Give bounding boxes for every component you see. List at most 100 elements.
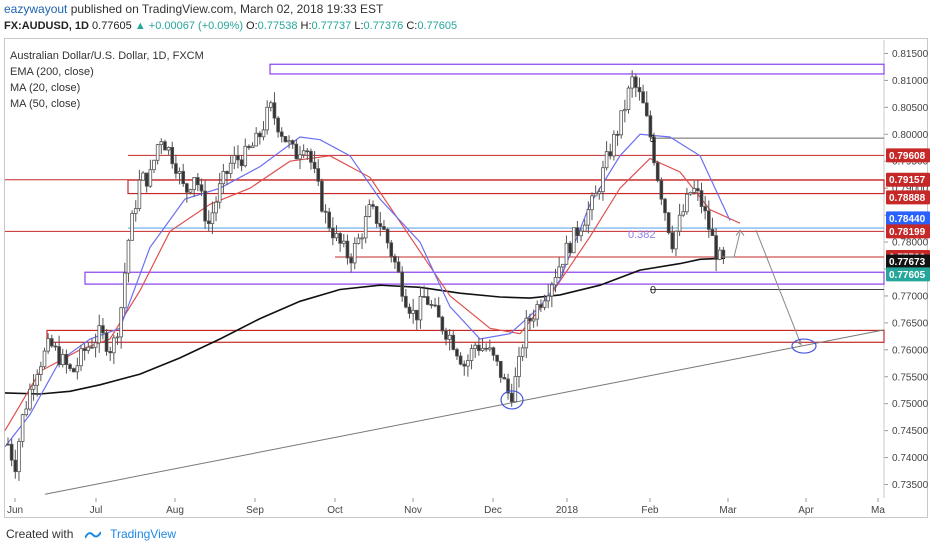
candle-body	[53, 345, 58, 348]
candle-body	[462, 363, 467, 367]
support-box-purple	[84, 271, 885, 285]
candle-body	[546, 295, 550, 302]
candle-body	[341, 240, 346, 244]
candle-body	[75, 365, 80, 373]
y-tick-label: 0.80000	[892, 130, 929, 141]
chart-legend: Australian Dollar/U.S. Dollar, 1D, FXCM …	[10, 48, 204, 112]
candle-body	[112, 337, 116, 354]
candle-body	[338, 233, 342, 244]
candle-body	[378, 223, 383, 227]
candle-body	[436, 305, 441, 318]
candle-body	[447, 334, 452, 340]
y-tick-label: 0.74000	[892, 453, 929, 464]
candle-body	[24, 408, 29, 416]
candle-body	[612, 133, 616, 157]
candle-body	[400, 271, 404, 297]
candle-body	[345, 240, 350, 259]
candle-body	[137, 179, 142, 209]
candle-body	[641, 91, 645, 104]
candle-body	[236, 155, 240, 161]
candle-body	[13, 459, 18, 473]
candle-body	[217, 183, 222, 203]
candle-body	[214, 201, 218, 214]
price-label: 0.77673	[889, 257, 926, 268]
candle-body	[714, 235, 718, 260]
candle-body	[272, 102, 277, 119]
candle-body	[550, 284, 554, 297]
candle-body	[677, 214, 682, 232]
candle-body	[648, 115, 653, 138]
candle-body	[6, 443, 10, 446]
candle-body	[101, 325, 105, 334]
candle-body	[17, 441, 21, 473]
x-tick-label: Dec	[484, 505, 502, 516]
price-label-bg	[886, 254, 930, 269]
candle-body	[144, 172, 149, 187]
candle-body	[195, 177, 200, 186]
arrow-head-up	[735, 229, 745, 236]
candle-body	[717, 249, 722, 260]
x-tick-label: Ma	[871, 505, 885, 516]
candle-body	[517, 356, 521, 377]
open-label: O:	[246, 20, 258, 32]
high-value: 0.77737	[311, 20, 352, 32]
candle-body	[535, 304, 540, 320]
candle-body	[509, 392, 514, 403]
candle-body	[502, 377, 507, 380]
y-tick-label: 0.73500	[892, 480, 929, 491]
candle-body	[39, 366, 43, 375]
candle-body	[192, 177, 196, 190]
candle-body	[228, 162, 233, 174]
legend-title: Australian Dollar/U.S. Dollar, 1D, FXCM	[10, 50, 204, 62]
y-tick-label: 0.76500	[892, 318, 929, 329]
candle-body	[487, 347, 492, 350]
price-label: 0.79157	[889, 175, 926, 186]
candle-body	[279, 131, 284, 137]
candle-body	[608, 151, 613, 157]
footer-brand[interactable]: TradingView	[110, 527, 177, 541]
candle-body	[670, 232, 675, 250]
candle-body	[309, 150, 313, 163]
candle-body	[108, 351, 113, 354]
legend-ma20[interactable]: MA (20, close)	[10, 82, 81, 94]
open-value: 0.77538	[257, 20, 298, 32]
candle-body	[531, 318, 536, 322]
candle-body	[323, 210, 328, 213]
candle-body	[206, 220, 211, 224]
candle-body	[243, 145, 248, 167]
candle-body	[699, 190, 704, 207]
author-link[interactable]: eazywayout	[4, 2, 68, 16]
candle-body	[181, 171, 186, 185]
candle-body	[35, 374, 39, 386]
y-tick-label: 0.78000	[892, 238, 929, 249]
candle-body	[491, 347, 496, 356]
low-label: L:	[354, 20, 364, 32]
candle-body	[557, 266, 561, 278]
candle-body	[721, 249, 726, 257]
circle-marker-target	[791, 338, 817, 354]
candle-body	[331, 227, 335, 239]
candle-body	[115, 336, 120, 339]
publish-header: eazywayout published on TradingView.com,…	[4, 2, 383, 16]
candle-body	[451, 334, 456, 350]
y-tick-label: 0.77000	[892, 291, 929, 302]
candle-body	[425, 296, 430, 305]
legend-ema200[interactable]: EMA (200, close)	[10, 66, 94, 78]
candle-body	[414, 309, 419, 321]
candle-body	[696, 188, 700, 192]
candle-body	[579, 230, 583, 237]
candle-body	[513, 376, 518, 403]
y-tick-label: 0.79000	[892, 184, 929, 195]
candle-body	[429, 304, 434, 306]
price-label: 0.78440	[889, 214, 926, 225]
price-label-bg	[886, 211, 930, 226]
x-tick-label: Feb	[641, 505, 659, 516]
candle-body	[542, 300, 547, 308]
candle-body	[674, 230, 678, 250]
candle-body	[363, 216, 368, 239]
candle-body	[199, 184, 204, 192]
fib-label: 0.382	[628, 229, 656, 241]
legend-ma50[interactable]: MA (50, close)	[10, 98, 81, 110]
high-label: H:	[300, 20, 312, 32]
